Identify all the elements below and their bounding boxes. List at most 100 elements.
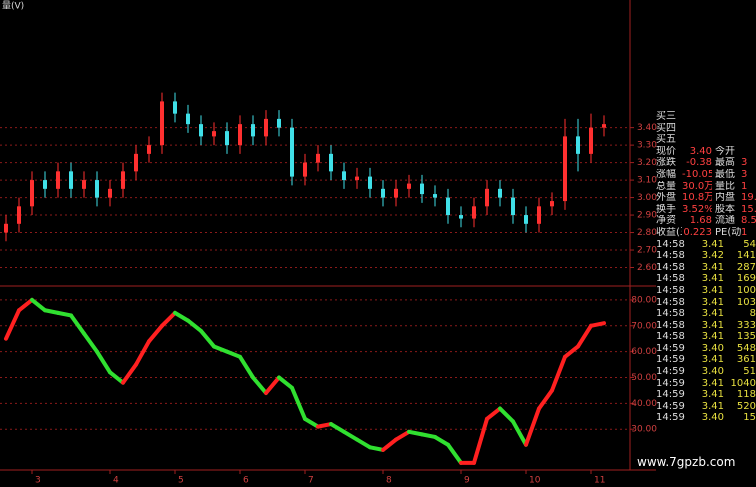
- tick-cell: 14:59: [656, 342, 685, 354]
- candle-body: [147, 145, 151, 154]
- indicator-segment: [173, 310, 190, 323]
- candle-body: [459, 215, 463, 219]
- stat-cell: 1: [741, 226, 748, 238]
- stat-row: 涨幅 -10.05%最低 3: [656, 169, 756, 181]
- indicator-segment: [589, 321, 606, 328]
- stat-cell: 涨幅: [656, 168, 676, 180]
- tick-cell: 520: [736, 400, 756, 412]
- y-tick-label: 2.60: [637, 263, 657, 273]
- tick-cell: 3.41: [701, 377, 724, 389]
- tick-row: 14:58 3.41 100: [656, 285, 756, 297]
- tick-cell: 3.40: [701, 412, 724, 424]
- indicator-segment: [524, 406, 541, 447]
- candle-body: [134, 153, 138, 172]
- stat-cell: 15.6: [741, 203, 756, 215]
- candle-body: [30, 180, 34, 207]
- x-tick-label: 6: [243, 476, 249, 486]
- indicator-segment: [303, 416, 320, 429]
- stat-cell: 3.40: [689, 145, 712, 157]
- tick-cell: 3.40: [701, 366, 724, 378]
- tick-row: 14:59 3.40 548: [656, 343, 756, 355]
- tick-row: 14:58 3.41 135: [656, 331, 756, 343]
- y-tick-label: 2.70: [637, 246, 657, 256]
- indicator-segment: [290, 385, 307, 421]
- stat-cell: 3.52%: [682, 203, 712, 215]
- indicator-segment: [56, 310, 73, 318]
- tick-cell: 100: [736, 284, 756, 296]
- bid-label: 买四: [656, 122, 676, 134]
- candle-body: [550, 201, 554, 207]
- candle-body: [17, 206, 21, 224]
- y-tick-label: 3.00: [637, 193, 657, 203]
- indicator-segment: [446, 442, 463, 465]
- candle-body: [511, 197, 515, 216]
- tick-cell: 14:59: [656, 389, 685, 401]
- indicator-segment: [30, 297, 47, 313]
- indicator-segment: [407, 429, 424, 437]
- indicator-segment: [316, 422, 333, 429]
- indicator-segment: [498, 406, 515, 424]
- candle-body: [121, 171, 125, 189]
- candle-body: [498, 188, 502, 198]
- candle-body: [316, 153, 320, 163]
- indicator-segment: [394, 429, 411, 442]
- tick-cell: 14:58: [656, 308, 685, 320]
- tick-cell: 1040: [730, 377, 756, 389]
- indicator-segment: [329, 422, 346, 434]
- indicator-segment: [381, 437, 398, 452]
- stat-cell: 1: [741, 180, 748, 192]
- candle-body: [407, 183, 411, 189]
- tick-row: 14:58 3.42 141: [656, 250, 756, 262]
- indicator-segment: [147, 323, 164, 344]
- tick-cell: 3.41: [701, 400, 724, 412]
- tick-cell: 14:58: [656, 250, 685, 262]
- candle-body: [43, 180, 47, 189]
- tick-row: 14:59 3.41 118: [656, 389, 756, 401]
- candle-body: [225, 131, 229, 146]
- y-tick-label: 2.80: [637, 228, 657, 238]
- stat-cell: 换手: [656, 203, 676, 215]
- stat-row: 现价 3.40 今开: [656, 146, 756, 158]
- tick-cell: 3.41: [701, 354, 724, 366]
- indicator-segment: [485, 406, 502, 421]
- stat-cell: 0.223: [683, 226, 712, 238]
- stat-cell: 最高: [715, 157, 735, 169]
- candle-body: [394, 188, 398, 198]
- stat-cell: 量比: [715, 180, 735, 192]
- candle-body: [82, 180, 86, 189]
- candle-body: [342, 171, 346, 181]
- candle-body: [329, 153, 333, 172]
- tick-cell: 14:58: [656, 296, 685, 308]
- stat-cell: 3: [741, 168, 748, 180]
- candle-body: [238, 124, 242, 146]
- y-tick-label: 70.00: [631, 321, 657, 331]
- indicator-segment: [43, 308, 60, 315]
- tick-cell: 3.41: [701, 261, 724, 273]
- tick-row: 14:59 3.40 51: [656, 366, 756, 378]
- tick-row: 14:59 3.41 520: [656, 401, 756, 413]
- stat-cell: 净资: [656, 215, 676, 227]
- indicator-segment: [17, 297, 34, 313]
- tick-cell: 287: [736, 261, 756, 273]
- stat-cell: 10.8万: [682, 192, 712, 204]
- stat-cell: 流通: [715, 215, 735, 227]
- candle-body: [108, 188, 112, 198]
- stat-cell: 8.5: [741, 215, 756, 227]
- bid-label: 买三: [656, 111, 676, 122]
- candle-body: [420, 183, 424, 195]
- tick-row: 14:58 3.41 103: [656, 297, 756, 309]
- indicator-segment: [264, 375, 281, 396]
- indicator-segment: [121, 362, 138, 385]
- indicator-segment: [550, 354, 567, 393]
- tick-cell: 135: [736, 331, 756, 343]
- stat-cell: 涨跌: [656, 157, 676, 169]
- stat-row: 净资 1.68 流通 8.5: [656, 215, 756, 227]
- candle-body: [95, 180, 99, 198]
- bid-row: 买三: [656, 111, 756, 123]
- stat-cell: 30.0万: [682, 180, 712, 192]
- indicator-segment: [212, 344, 229, 354]
- indicator-segment: [4, 308, 21, 341]
- tick-cell: 14:59: [656, 354, 685, 366]
- tick-cell: 169: [736, 273, 756, 285]
- stat-cell: [741, 146, 756, 158]
